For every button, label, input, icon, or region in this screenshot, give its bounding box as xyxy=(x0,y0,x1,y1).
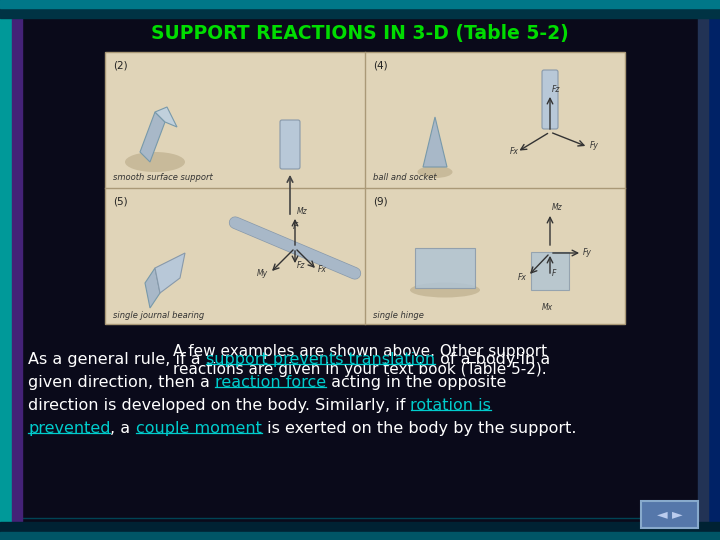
Text: of a body in a: of a body in a xyxy=(435,352,550,367)
Text: (4): (4) xyxy=(373,60,387,70)
Bar xyxy=(12,18,22,522)
Text: A few examples are shown above. Other support: A few examples are shown above. Other su… xyxy=(173,344,547,359)
Text: F: F xyxy=(552,269,557,278)
Text: ball and socket: ball and socket xyxy=(373,173,436,182)
Bar xyxy=(0,0,720,18)
Text: Fx: Fx xyxy=(318,265,327,274)
Text: prevented: prevented xyxy=(28,421,110,436)
Bar xyxy=(0,522,720,540)
FancyBboxPatch shape xyxy=(415,248,475,288)
Text: (5): (5) xyxy=(113,196,127,206)
FancyBboxPatch shape xyxy=(280,120,300,169)
Text: single hinge: single hinge xyxy=(373,311,424,320)
Polygon shape xyxy=(423,117,447,167)
Text: direction is developed on the body. Similarly, if: direction is developed on the body. Simi… xyxy=(28,398,410,413)
Text: Fx: Fx xyxy=(510,147,519,156)
Text: Fy: Fy xyxy=(583,248,592,257)
Polygon shape xyxy=(140,112,165,162)
Polygon shape xyxy=(155,107,177,127)
Text: ◄ ►: ◄ ► xyxy=(657,508,683,522)
Text: smooth surface support: smooth surface support xyxy=(113,173,212,182)
Polygon shape xyxy=(145,268,160,308)
Text: reactions are given in your text book (Table 5-2).: reactions are given in your text book (T… xyxy=(174,362,546,377)
Text: (9): (9) xyxy=(373,196,387,206)
Bar xyxy=(0,18,12,522)
Polygon shape xyxy=(155,253,185,293)
FancyBboxPatch shape xyxy=(641,501,698,528)
Text: single journal bearing: single journal bearing xyxy=(113,311,204,320)
Text: Mx: Mx xyxy=(542,303,553,312)
Text: As a general rule, if a: As a general rule, if a xyxy=(28,352,206,367)
Bar xyxy=(0,532,720,540)
Text: is exerted on the body by the support.: is exerted on the body by the support. xyxy=(261,421,576,436)
Text: Fx: Fx xyxy=(518,273,527,282)
Text: reaction force: reaction force xyxy=(215,375,326,390)
Text: support prevents translation: support prevents translation xyxy=(206,352,435,367)
Text: SUPPORT REACTIONS IN 3-D (Table 5-2): SUPPORT REACTIONS IN 3-D (Table 5-2) xyxy=(151,24,569,43)
FancyBboxPatch shape xyxy=(531,252,569,290)
Bar xyxy=(105,52,625,324)
Ellipse shape xyxy=(418,166,452,178)
FancyBboxPatch shape xyxy=(542,70,558,129)
Text: rotation is: rotation is xyxy=(410,398,491,413)
Text: My: My xyxy=(257,269,268,278)
Text: , a: , a xyxy=(110,421,136,436)
Text: Fz: Fz xyxy=(552,85,560,94)
Text: Fy: Fy xyxy=(590,141,599,150)
Text: (2): (2) xyxy=(113,60,127,70)
Text: couple moment: couple moment xyxy=(136,421,261,436)
Text: acting in the opposite: acting in the opposite xyxy=(326,375,506,390)
Ellipse shape xyxy=(410,282,480,298)
Bar xyxy=(698,18,708,522)
Text: F: F xyxy=(293,222,298,231)
Bar xyxy=(708,18,720,522)
Ellipse shape xyxy=(125,152,185,172)
Text: given direction, then a: given direction, then a xyxy=(28,375,215,390)
Text: Mz: Mz xyxy=(297,207,307,216)
Bar xyxy=(0,0,720,8)
Text: Fz: Fz xyxy=(297,261,305,270)
Text: Mz: Mz xyxy=(552,203,562,212)
